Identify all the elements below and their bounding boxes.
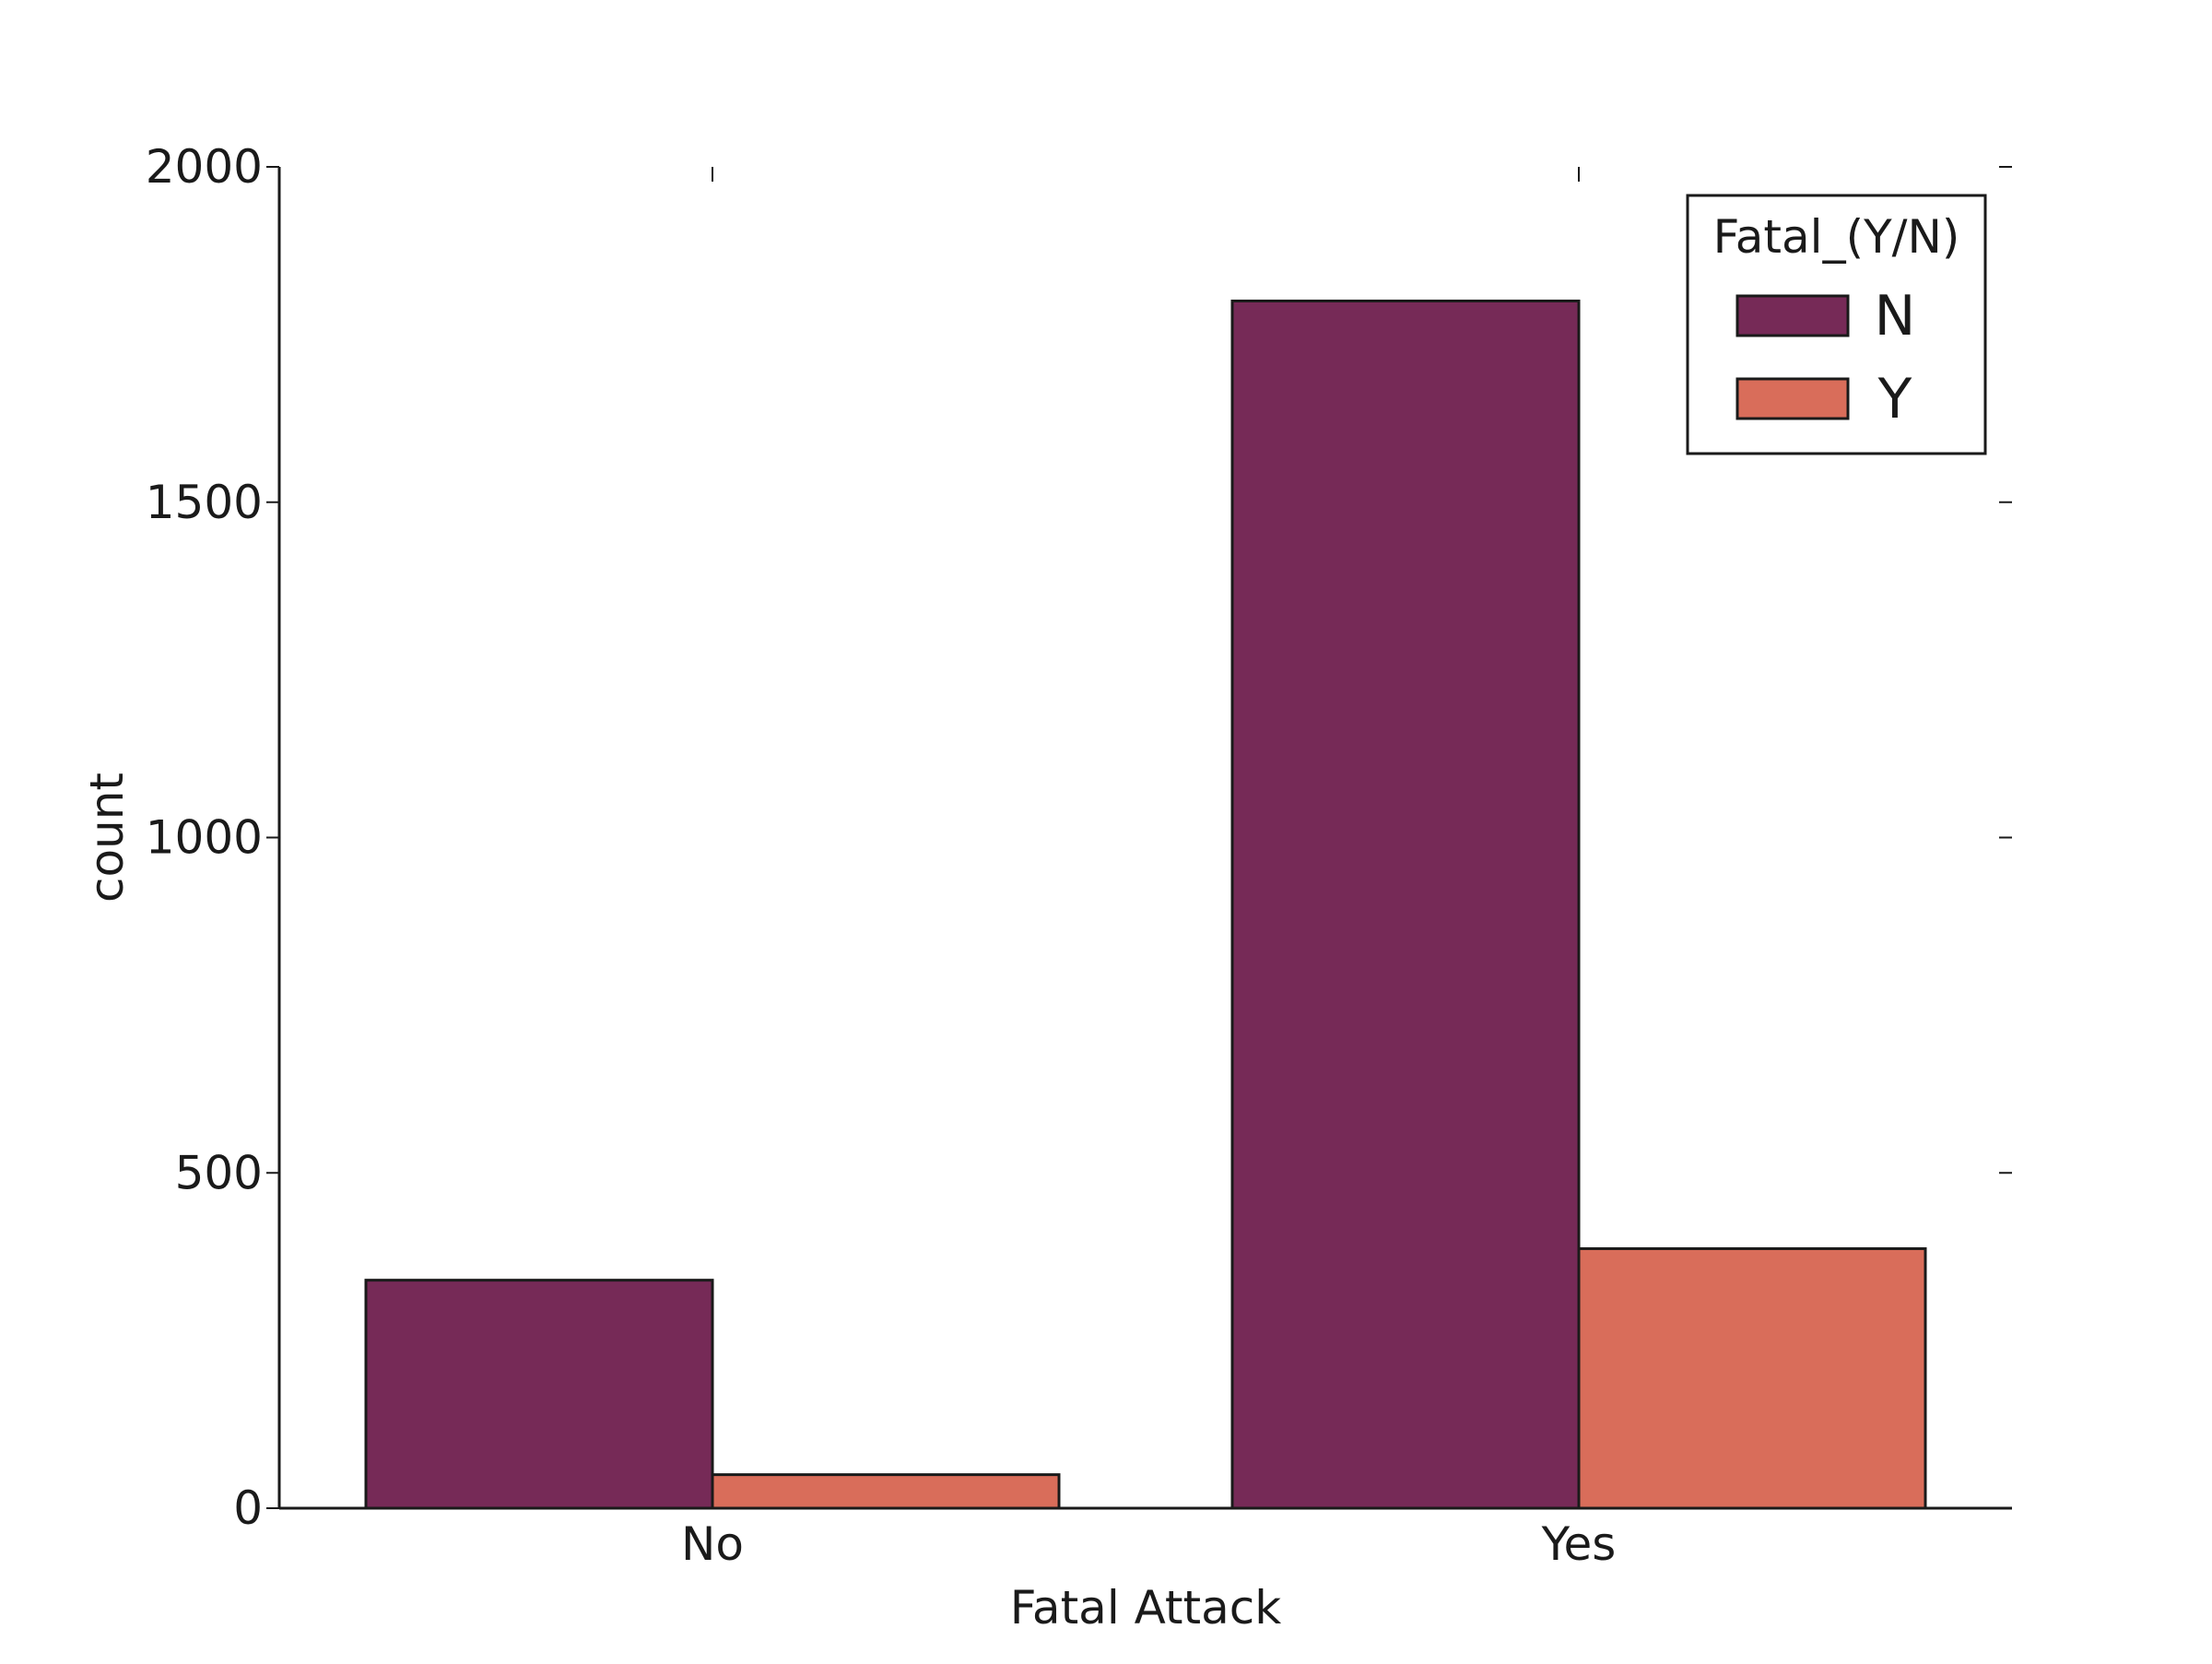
bar-N-yes: [1230, 300, 1581, 1510]
y-tick-label: 1000: [146, 811, 263, 865]
bar-Y-no: [711, 1473, 1061, 1510]
tick-labels: 0 500 1000 1500 2000 No Yes: [146, 140, 1617, 1571]
y-axis-label: count: [80, 773, 134, 903]
bar-Y-yes: [1577, 1246, 1927, 1510]
bar-N-no: [364, 1279, 714, 1510]
legend-items: NY: [1735, 284, 1916, 431]
x-tick-label: No: [681, 1517, 744, 1571]
legend-swatch-Y: [1735, 377, 1850, 420]
y-tick-label: 2000: [146, 140, 263, 194]
legend-label-Y: Y: [1877, 367, 1912, 431]
bars: [364, 300, 1927, 1510]
legend-swatch-N: [1735, 294, 1850, 337]
x-tick-label: Yes: [1541, 1517, 1617, 1571]
y-tick-label: 0: [233, 1481, 263, 1535]
x-axis-label: Fatal Attack: [1010, 1581, 1282, 1634]
y-tick-label: 1500: [146, 476, 263, 529]
axes: [277, 167, 2012, 1510]
legend-label-N: N: [1875, 284, 1916, 348]
y-tick-label: 500: [175, 1146, 263, 1199]
legend-title: Fatal_(Y/N): [1713, 210, 1960, 264]
legend: Fatal_(Y/N) NY: [1686, 194, 1987, 455]
